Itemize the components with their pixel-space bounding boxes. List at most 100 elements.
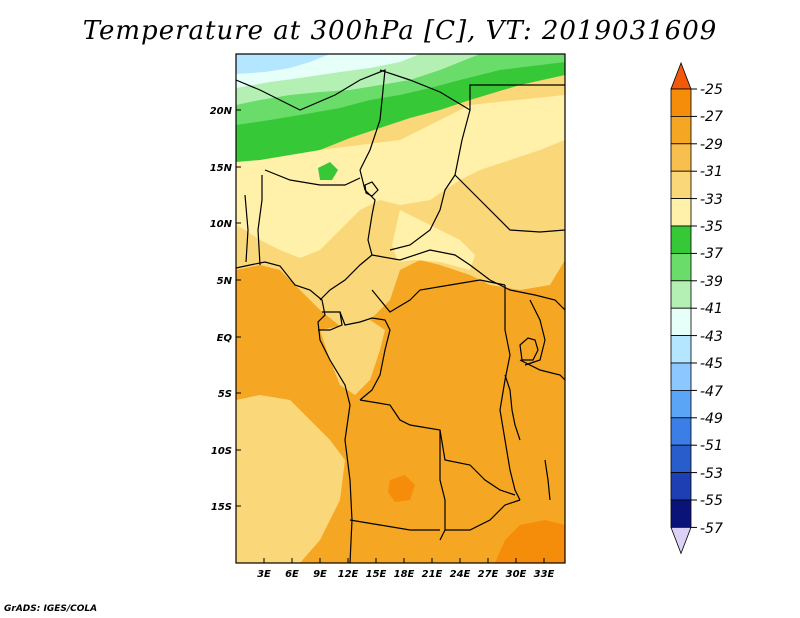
- field-band-27-29-angola: [388, 475, 415, 502]
- border-tanzania: [519, 359, 565, 381]
- colorbar-label: -33: [700, 192, 723, 208]
- colorbar-label: -55: [700, 493, 723, 509]
- lon-label: 18E: [394, 569, 415, 580]
- border-sudan-ssudan: [454, 174, 565, 233]
- border-benin: [257, 175, 263, 266]
- colorbar-label: -43: [700, 329, 723, 345]
- grads-credit: GrADS: IGES/COLA: [4, 604, 98, 614]
- lon-label: 24E: [450, 569, 471, 580]
- colorbar-labels: -25 -27 -29 -31 -33 -35 -37 -39 -41 -43 …: [700, 82, 723, 537]
- colorbar-label: -45: [700, 356, 723, 372]
- lon-label: 21E: [422, 569, 443, 580]
- colorbar-label: -41: [700, 301, 723, 317]
- lake-chad: [364, 181, 379, 197]
- colorbar-label: -27: [700, 109, 723, 125]
- border-togo: [244, 194, 249, 263]
- border-car-south: [371, 279, 506, 313]
- lon-label: 15E: [366, 569, 387, 580]
- lon-label: 12E: [338, 569, 359, 580]
- border-nigeria-niger: [264, 169, 361, 186]
- temperature-field: [236, 54, 565, 563]
- colorbar-label: -39: [700, 274, 723, 290]
- lon-label: 30E: [506, 569, 527, 580]
- lon-label: 9E: [313, 569, 327, 580]
- lat-label: 10N: [210, 219, 233, 230]
- field-band-35-37-chad-blob: [318, 162, 338, 180]
- colorbar-segment: [670, 170, 692, 199]
- colorbar-segment: [670, 362, 692, 391]
- border-niger-chad: [359, 169, 376, 256]
- border-ssudan-south: [489, 279, 565, 311]
- colorbar-label: -31: [700, 164, 723, 180]
- colorbar-label: -47: [700, 384, 723, 400]
- colorbar-ticks: [691, 88, 697, 528]
- field-band-43-45: [236, 54, 330, 74]
- colorbar-label: -37: [700, 246, 723, 262]
- border-angola-namibia: [349, 519, 440, 531]
- border-niger-algeria: [236, 69, 386, 171]
- colorbar-label: -57: [700, 521, 723, 537]
- lon-labels: 3E 6E 9E 12E 15E 18E 21E 24E 27E 30E 33E: [257, 569, 554, 580]
- border-congo: [339, 311, 391, 401]
- colorbar-label: -51: [700, 438, 723, 454]
- lon-label: 33E: [534, 569, 555, 580]
- colorbar-segment: [670, 499, 692, 528]
- field-band-33-35-gabon: [320, 320, 385, 395]
- field-band-29-31-sw: [236, 395, 345, 563]
- colorbar-segment: [670, 444, 692, 474]
- border-drc-east: [499, 285, 521, 501]
- colorbar-label: -29: [700, 137, 723, 153]
- lon-label: 3E: [257, 569, 271, 580]
- border-libya-chad: [379, 69, 565, 112]
- map-frame: [235, 53, 566, 564]
- borders-layer: [236, 69, 565, 563]
- colorbar-segment: [670, 225, 692, 254]
- colorbar-segment: [670, 307, 692, 337]
- lat-label: EQ: [217, 333, 233, 344]
- colorbar-segment: [670, 389, 692, 419]
- border-gabon: [318, 311, 343, 331]
- lake-tanganyika: [504, 374, 521, 441]
- lon-ticks: [263, 558, 545, 563]
- field-band-33-35: [236, 95, 565, 258]
- colorbar-label: -49: [700, 411, 723, 427]
- lat-label: 20N: [210, 106, 233, 117]
- colorbar-segment: [670, 280, 692, 309]
- border-angola-zambia: [439, 430, 446, 541]
- lake-victoria: [519, 337, 539, 361]
- field-band-27-29-se: [495, 520, 565, 563]
- colorbar-bottom-triangle: [670, 527, 692, 555]
- colorbar-label: -35: [700, 219, 723, 235]
- colorbar-segment: [670, 417, 692, 446]
- lat-ticks: [236, 109, 241, 507]
- lat-label: 5S: [218, 389, 232, 400]
- colorbar-segment: [670, 472, 692, 501]
- border-nigeria-cameroon: [319, 254, 373, 301]
- border-chad-sudan: [389, 109, 471, 251]
- colorbar: -25 -27 -29 -31 -33 -35 -37 -39 -41 -43 …: [670, 61, 723, 555]
- colorbar-top-triangle: [670, 61, 692, 90]
- lat-label: 10S: [211, 446, 232, 457]
- colorbar-segment: [670, 252, 692, 282]
- colorbar-segment: [670, 335, 692, 364]
- border-zambia-south: [445, 499, 521, 531]
- lat-label: 5N: [217, 276, 233, 287]
- border-drc-south: [359, 399, 516, 496]
- colorbar-segments: [670, 61, 692, 555]
- colorbar-label: -25: [700, 82, 723, 98]
- lake-malawi: [544, 459, 551, 501]
- lat-label: 15N: [210, 163, 233, 174]
- colorbar-segment: [670, 143, 692, 172]
- border-uganda-kenya: [524, 299, 546, 366]
- lat-labels: 20N 15N 10N 5N EQ 5S 10S 15S: [210, 106, 233, 513]
- lon-label: 27E: [478, 569, 499, 580]
- lon-label: 6E: [285, 569, 299, 580]
- colorbar-segment: [670, 116, 692, 145]
- border-car-north: [371, 249, 491, 281]
- colorbar-segment: [670, 198, 692, 227]
- coastline-west-africa: [236, 261, 353, 563]
- colorbar-segment: [670, 88, 692, 117]
- lat-label: 15S: [211, 502, 232, 513]
- colorbar-label: -53: [700, 466, 723, 482]
